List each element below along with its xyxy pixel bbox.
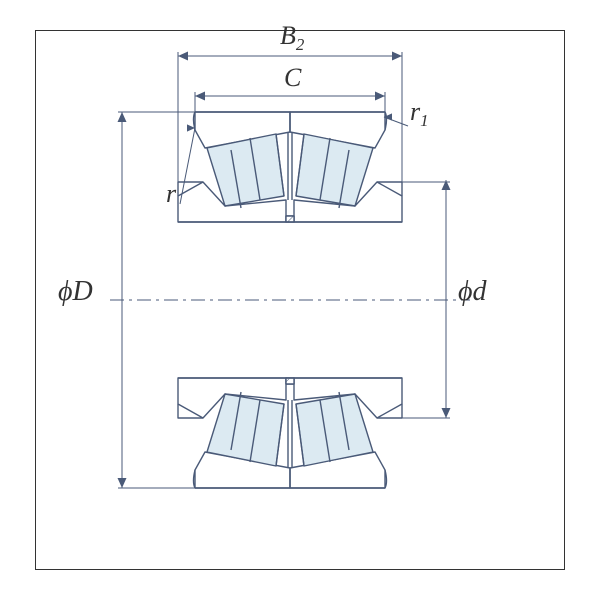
label-r1: r1 <box>410 97 429 131</box>
label-B2: B2 <box>280 21 304 55</box>
label-phiD: ϕD <box>58 276 93 308</box>
label-C: C <box>284 63 301 93</box>
label-r: r <box>166 179 176 209</box>
label-phid: ϕd <box>458 276 487 308</box>
